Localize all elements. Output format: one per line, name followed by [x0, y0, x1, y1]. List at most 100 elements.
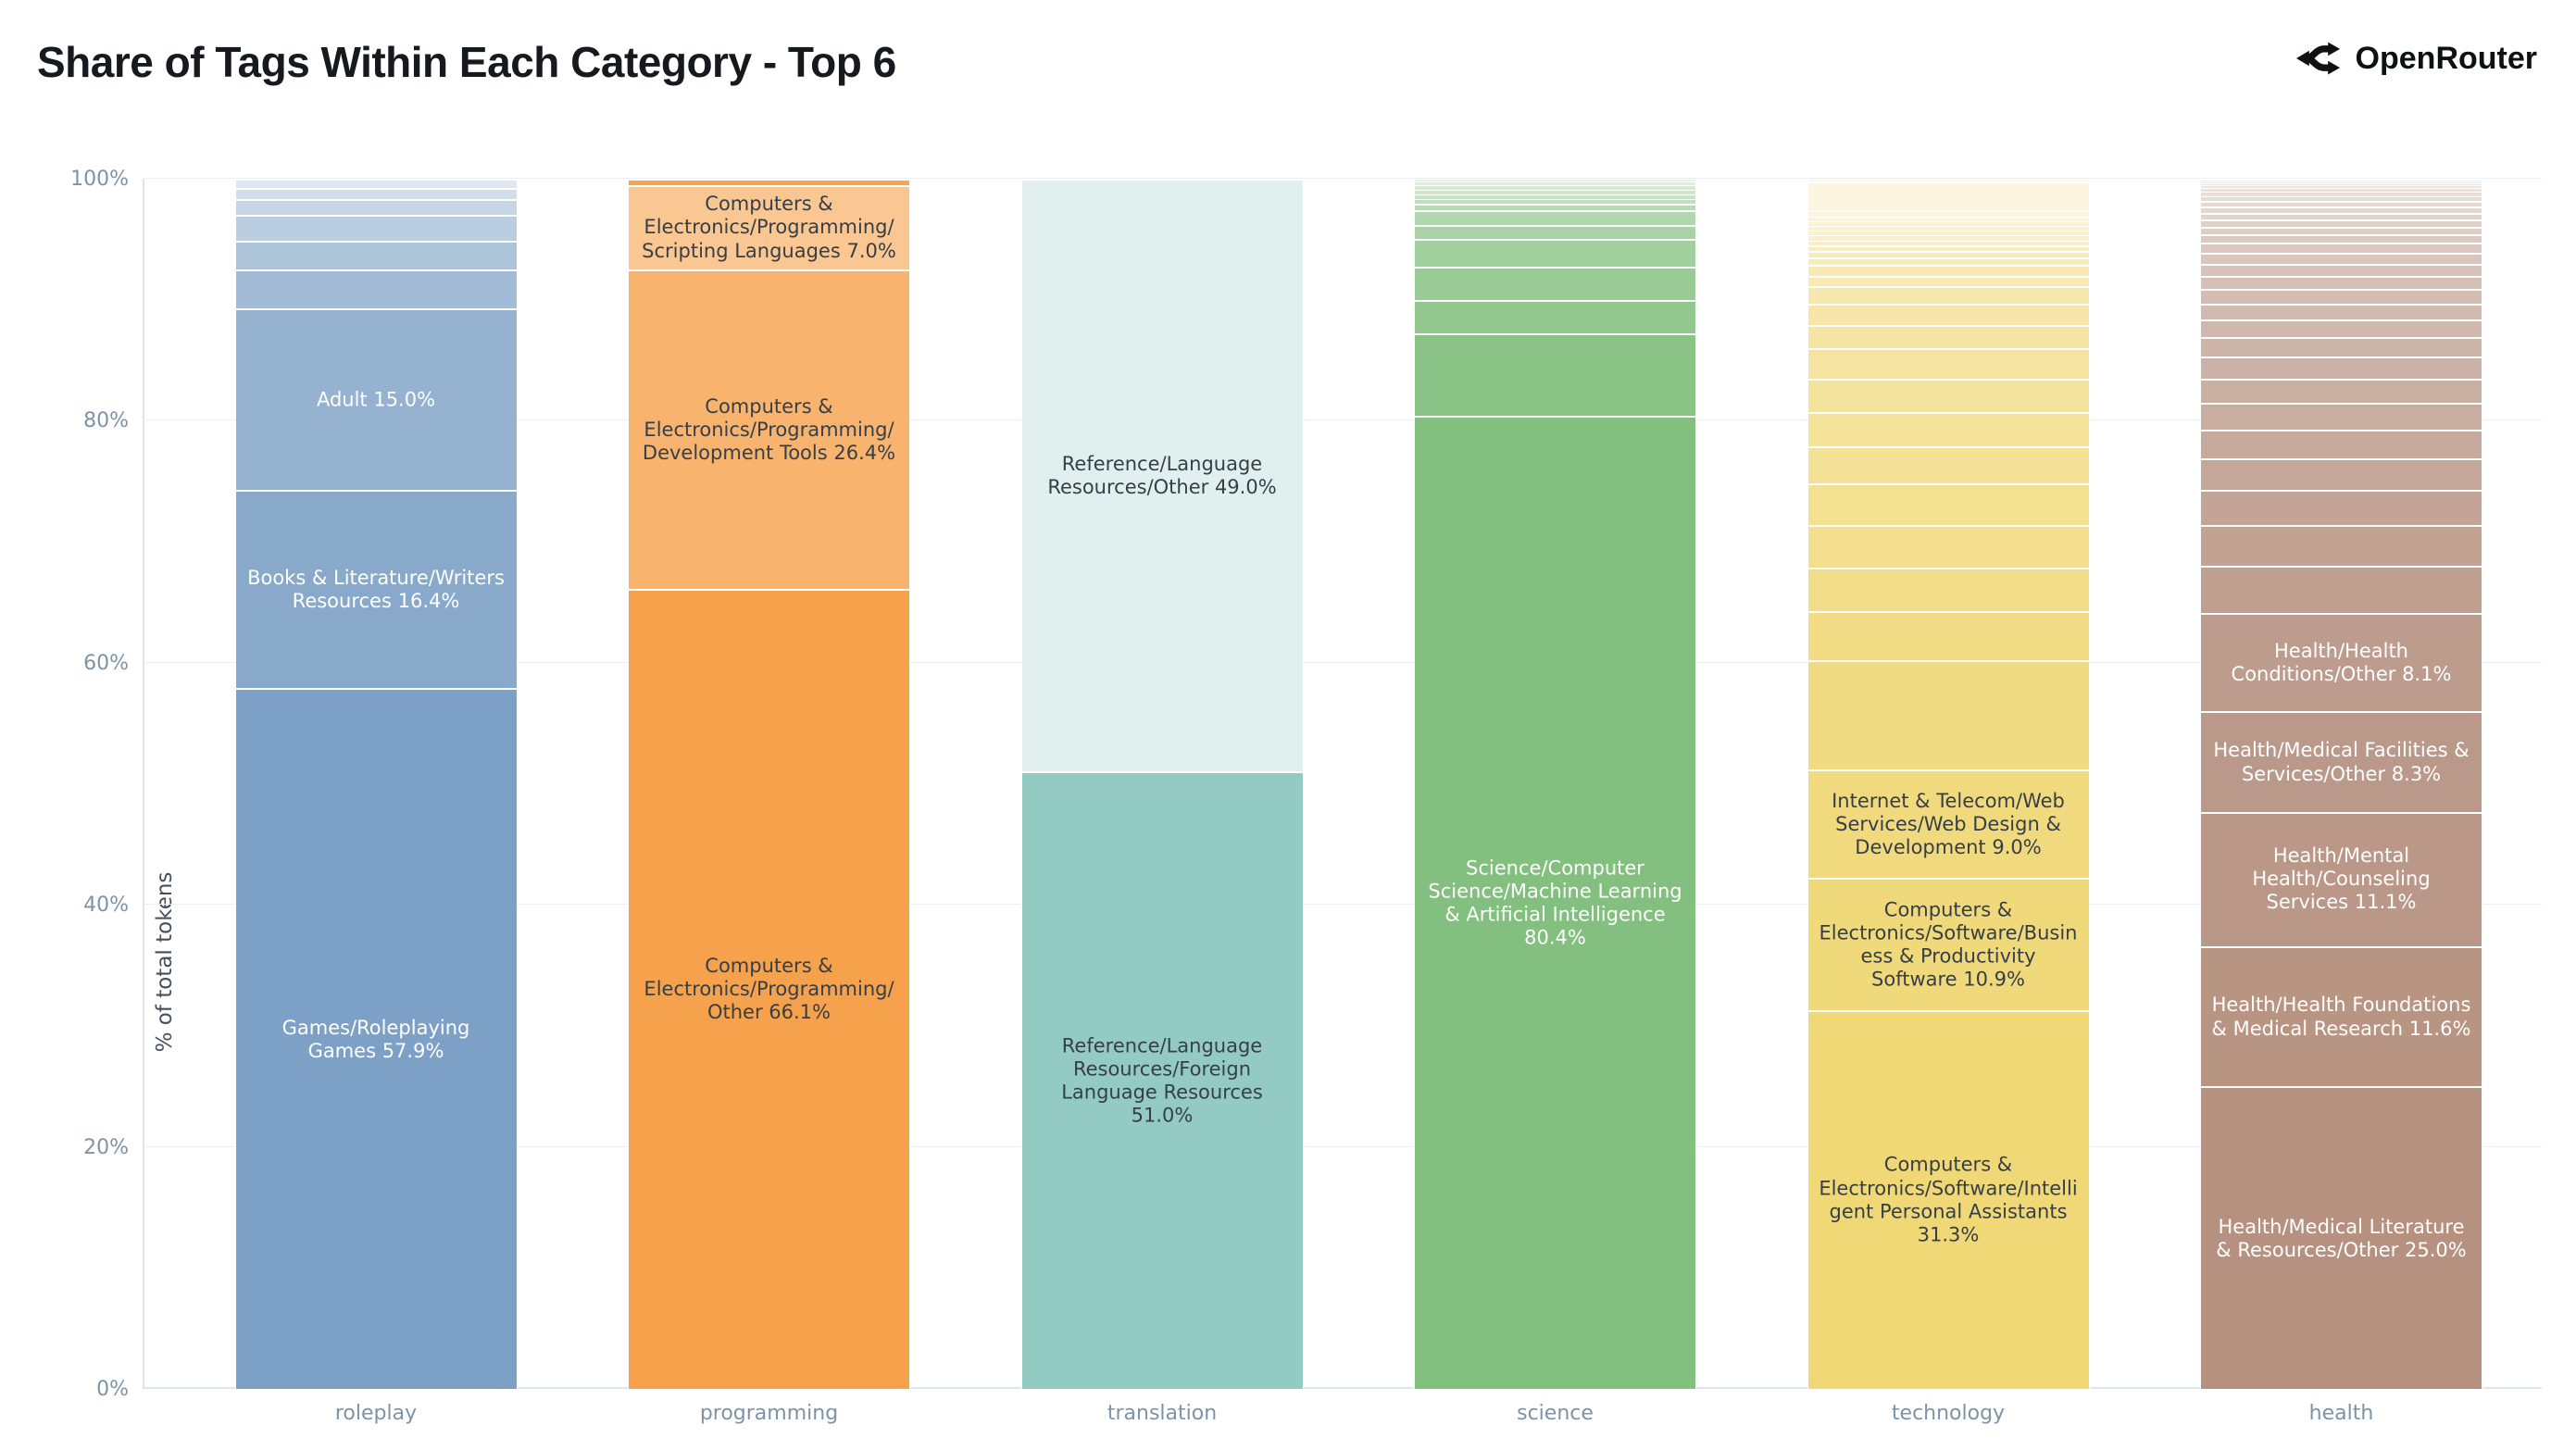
segment-unlabeled[interactable]: [2200, 219, 2482, 227]
segment-unlabeled[interactable]: [1807, 264, 2090, 276]
segment-label: Health/Mental Health/Counseling Services…: [2252, 844, 2431, 914]
segment-unlabeled[interactable]: [2200, 429, 2482, 458]
segment-unlabeled[interactable]: [1414, 199, 1696, 205]
segment-label: Health/Medical Literature & Resources/Ot…: [2216, 1215, 2467, 1261]
segment-unlabeled[interactable]: [1807, 347, 2090, 379]
x-tick-label-technology: technology: [1891, 1402, 2006, 1425]
segment-unlabeled[interactable]: [234, 240, 518, 270]
segment-unlabeled[interactable]: [2200, 201, 2482, 207]
segment-unlabeled[interactable]: [234, 215, 518, 241]
openrouter-brand[interactable]: OpenRouter: [2295, 39, 2537, 78]
segment-technology-2[interactable]: Internet & Telecom/Web Services/Web Desi…: [1807, 769, 2090, 879]
segment-unlabeled[interactable]: [1414, 210, 1696, 225]
segment-unlabeled[interactable]: [2200, 275, 2482, 289]
segment-unlabeled[interactable]: [2200, 303, 2482, 319]
segment-unlabeled[interactable]: [2200, 192, 2482, 196]
segment-unlabeled[interactable]: [1414, 181, 1696, 185]
segment-unlabeled[interactable]: [1807, 567, 2090, 611]
segment-label: Reference/Language Resources/Foreign Lan…: [1061, 1034, 1263, 1127]
segment-unlabeled[interactable]: [1414, 194, 1696, 200]
segment-science-0[interactable]: Science/Computer Science/Machine Learnin…: [1414, 416, 1696, 1389]
segment-health-0[interactable]: Health/Medical Literature & Resources/Ot…: [2200, 1086, 2482, 1389]
segment-unlabeled[interactable]: [2200, 378, 2482, 403]
segment-unlabeled[interactable]: [2200, 185, 2482, 189]
segment-unlabeled[interactable]: [1807, 251, 2090, 257]
segment-unlabeled[interactable]: [1414, 204, 1696, 210]
segment-health-1[interactable]: Health/Health Foundations & Medical Rese…: [2200, 945, 2482, 1087]
segment-programming-0[interactable]: Computers & Electronics/Programming/Othe…: [628, 589, 910, 1389]
segment-roleplay-2[interactable]: Adult 15.0%: [234, 307, 518, 490]
segment-unlabeled[interactable]: [628, 179, 910, 185]
segment-health-2[interactable]: Health/Mental Health/Counseling Services…: [2200, 811, 2482, 946]
segment-unlabeled[interactable]: [1807, 216, 2090, 221]
segment-unlabeled[interactable]: [2200, 319, 2482, 338]
segment-health-4[interactable]: Health/Health Conditions/Other 8.1%: [2200, 613, 2482, 712]
segment-unlabeled[interactable]: [2200, 457, 2482, 490]
segment-unlabeled[interactable]: [1807, 303, 2090, 326]
openrouter-logo-icon: [2295, 39, 2341, 78]
segment-unlabeled[interactable]: [1807, 240, 2090, 245]
segment-translation-1[interactable]: Reference/Language Resources/Other 49.0%: [1020, 179, 1304, 772]
segment-unlabeled[interactable]: [1807, 610, 2090, 661]
segment-unlabeled[interactable]: [2200, 226, 2482, 235]
segment-unlabeled[interactable]: [2200, 180, 2482, 181]
segment-unlabeled[interactable]: [1807, 231, 2090, 236]
segment-unlabeled[interactable]: [2200, 181, 2482, 183]
segment-unlabeled[interactable]: [2200, 489, 2482, 525]
segment-unlabeled[interactable]: [2200, 263, 2482, 276]
segment-unlabeled[interactable]: [2200, 402, 2482, 430]
segment-unlabeled[interactable]: [1807, 225, 2090, 231]
segment-unlabeled[interactable]: [1807, 378, 2090, 413]
segment-translation-0[interactable]: Reference/Language Resources/Foreign Lan…: [1020, 771, 1304, 1389]
segment-unlabeled[interactable]: [1807, 524, 2090, 568]
segment-unlabeled[interactable]: [1414, 239, 1696, 268]
segment-unlabeled[interactable]: [234, 179, 518, 189]
segment-programming-2[interactable]: Computers & Electronics/Programming/Scri…: [628, 184, 910, 270]
segment-unlabeled[interactable]: [2200, 356, 2482, 379]
segment-unlabeled[interactable]: [2200, 206, 2482, 213]
segment-unlabeled[interactable]: [2200, 188, 2482, 193]
segment-technology-0[interactable]: Computers & Electronics/Software/Intelli…: [1807, 1009, 2090, 1389]
segment-programming-1[interactable]: Computers & Electronics/Programming/Deve…: [628, 269, 910, 590]
segment-unlabeled[interactable]: [2200, 252, 2482, 264]
segment-unlabeled[interactable]: [234, 269, 518, 308]
segment-unlabeled[interactable]: [2200, 566, 2482, 614]
segment-unlabeled[interactable]: [1414, 267, 1696, 300]
segment-unlabeled[interactable]: [1807, 286, 2090, 304]
segment-unlabeled[interactable]: [1414, 224, 1696, 240]
segment-unlabeled[interactable]: [234, 199, 518, 216]
segment-unlabeled[interactable]: [2200, 182, 2482, 186]
segment-unlabeled[interactable]: [1807, 483, 2090, 525]
segment-unlabeled[interactable]: [1807, 179, 2090, 181]
segment-unlabeled[interactable]: [1807, 275, 2090, 287]
segment-unlabeled[interactable]: [1414, 184, 1696, 190]
segment-unlabeled[interactable]: [2200, 179, 2482, 181]
segment-unlabeled[interactable]: [2200, 195, 2482, 202]
segment-unlabeled[interactable]: [1414, 333, 1696, 417]
segment-roleplay-1[interactable]: Books & Literature/Writers Resources 16.…: [234, 489, 518, 689]
segment-unlabeled[interactable]: [1807, 220, 2090, 226]
segment-unlabeled[interactable]: [1807, 445, 2090, 484]
segment-unlabeled[interactable]: [2200, 212, 2482, 219]
segment-health-3[interactable]: Health/Medical Facilities & Services/Oth…: [2200, 711, 2482, 812]
segment-unlabeled[interactable]: [2200, 243, 2482, 253]
segment-unlabeled[interactable]: [2200, 524, 2482, 567]
segment-unlabeled[interactable]: [1807, 256, 2090, 265]
segment-unlabeled[interactable]: [1414, 179, 1696, 181]
segment-unlabeled[interactable]: [1414, 189, 1696, 194]
segment-unlabeled[interactable]: [1807, 211, 2090, 217]
segment-unlabeled[interactable]: [1807, 660, 2090, 769]
segment-unlabeled[interactable]: [1807, 325, 2090, 348]
segment-unlabeled[interactable]: [1807, 412, 2090, 446]
segment-unlabeled[interactable]: [2200, 234, 2482, 244]
segment-technology-1[interactable]: Computers & Electronics/Software/Busines…: [1807, 878, 2090, 1010]
segment-unlabeled[interactable]: [1807, 244, 2090, 252]
segment-unlabeled[interactable]: [1414, 299, 1696, 334]
segment-unlabeled[interactable]: [2200, 288, 2482, 304]
segment-unlabeled[interactable]: [234, 188, 518, 200]
stacked-bar-plot-area: % of total tokens 0% 20% 40% 60% 80% 100% Game…: [70, 168, 2542, 1425]
segment-roleplay-0[interactable]: Games/Roleplaying Games 57.9%: [234, 688, 518, 1389]
segment-unlabeled[interactable]: [1807, 181, 2090, 212]
segment-unlabeled[interactable]: [2200, 337, 2482, 357]
segment-unlabeled[interactable]: [1807, 235, 2090, 241]
